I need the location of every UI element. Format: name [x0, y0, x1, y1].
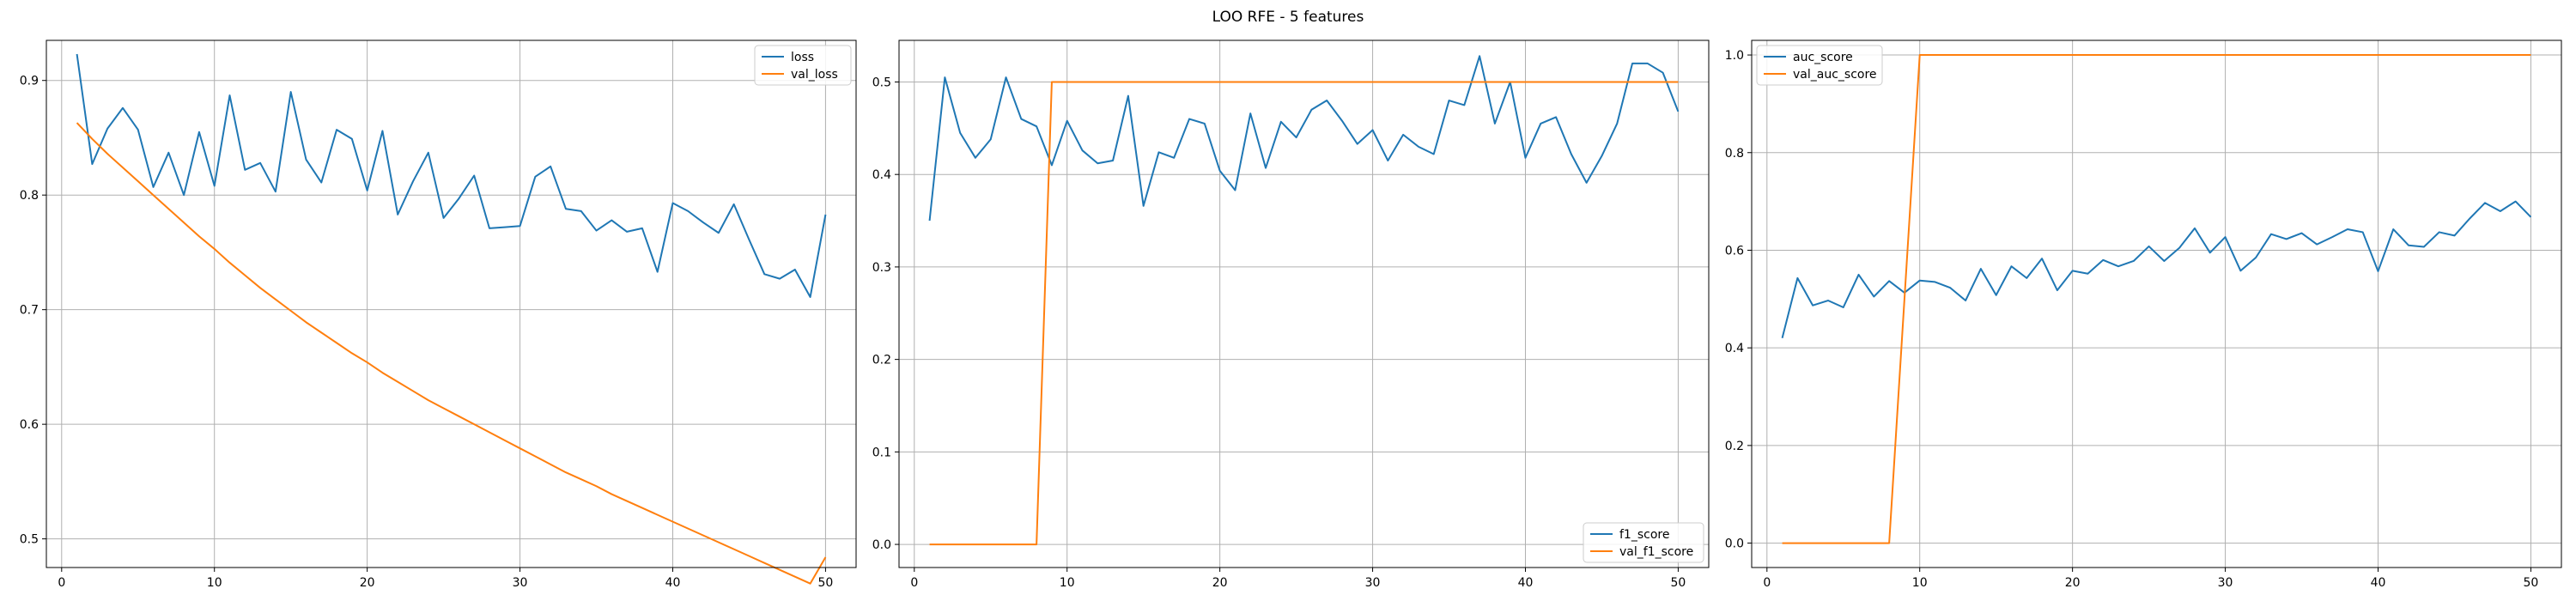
- x-tick-label: 0: [58, 576, 65, 590]
- series-line-val-f1-score: [929, 81, 1679, 546]
- legend-label: auc_score: [1793, 51, 1853, 64]
- series-line-loss: [76, 53, 827, 298]
- x-tick-label: 20: [360, 576, 375, 590]
- grid: [1752, 40, 2561, 568]
- legend-label: val_auc_score: [1793, 68, 1877, 82]
- x-tick-label: 30: [513, 576, 528, 590]
- x-tick-label: 50: [2524, 576, 2539, 590]
- series-line-val-loss: [76, 122, 827, 585]
- plot-frame: [46, 39, 857, 568]
- legend-box: [1756, 45, 1883, 86]
- y-tick-label: 0.3: [872, 261, 891, 275]
- x-tick-label: 50: [1671, 576, 1686, 590]
- legend: f1_score val_f1_score: [1583, 522, 1704, 563]
- y-tick-label: 0.0: [1725, 537, 1744, 551]
- y-tick-label: 0.6: [20, 418, 39, 432]
- legend-label: val_f1_score: [1619, 545, 1693, 559]
- legend: loss val_loss: [754, 45, 852, 86]
- y-tick-label: 0.7: [20, 304, 39, 318]
- figure-title: LOO RFE - 5 features: [1212, 9, 1364, 26]
- legend-box: [754, 45, 852, 86]
- y-tick-label: 0.1: [872, 446, 891, 459]
- plot-frame: [898, 39, 1710, 568]
- x-tick-label: 30: [2218, 576, 2233, 590]
- legend-label: f1_score: [1619, 528, 1669, 542]
- y-tick-label: 0.5: [872, 76, 891, 89]
- series-line-f1-score: [928, 55, 1680, 222]
- x-tick-label: 40: [1518, 576, 1534, 590]
- grid: [899, 40, 1709, 568]
- x-tick-label: 10: [1912, 576, 1928, 590]
- legend: auc_score val_auc_score: [1756, 45, 1883, 86]
- x-tick-label: 0: [1763, 576, 1771, 590]
- y-tick-label: 0.0: [872, 538, 891, 552]
- x-tick-label: 40: [2371, 576, 2386, 590]
- x-tick-label: 0: [910, 576, 918, 590]
- x-tick-label: 10: [1060, 576, 1075, 590]
- x-tick-label: 20: [1212, 576, 1228, 590]
- legend-box: [1583, 522, 1704, 563]
- x-tick-label: 40: [665, 576, 681, 590]
- y-tick-label: 0.8: [1725, 147, 1744, 161]
- x-tick-label: 10: [207, 576, 222, 590]
- y-tick-label: 0.4: [1725, 342, 1744, 355]
- series-line-auc-score: [1781, 200, 2532, 339]
- y-tick-label: 0.2: [872, 354, 891, 367]
- y-tick-label: 0.2: [1725, 440, 1744, 453]
- plot-frame: [1751, 39, 2562, 568]
- y-tick-label: 0.4: [872, 168, 891, 182]
- legend-label: loss: [791, 51, 814, 64]
- x-tick-label: 50: [818, 576, 834, 590]
- grid: [46, 40, 856, 568]
- x-tick-label: 30: [1365, 576, 1381, 590]
- y-tick-label: 0.8: [20, 189, 39, 203]
- y-tick-label: 0.6: [1725, 244, 1744, 258]
- series-line-val-auc-score: [1782, 54, 2531, 544]
- y-tick-label: 1.0: [1725, 49, 1744, 63]
- x-tick-label: 20: [2065, 576, 2081, 590]
- legend-label: val_loss: [791, 68, 838, 82]
- y-tick-label: 0.5: [20, 533, 39, 547]
- y-tick-label: 0.9: [20, 75, 39, 88]
